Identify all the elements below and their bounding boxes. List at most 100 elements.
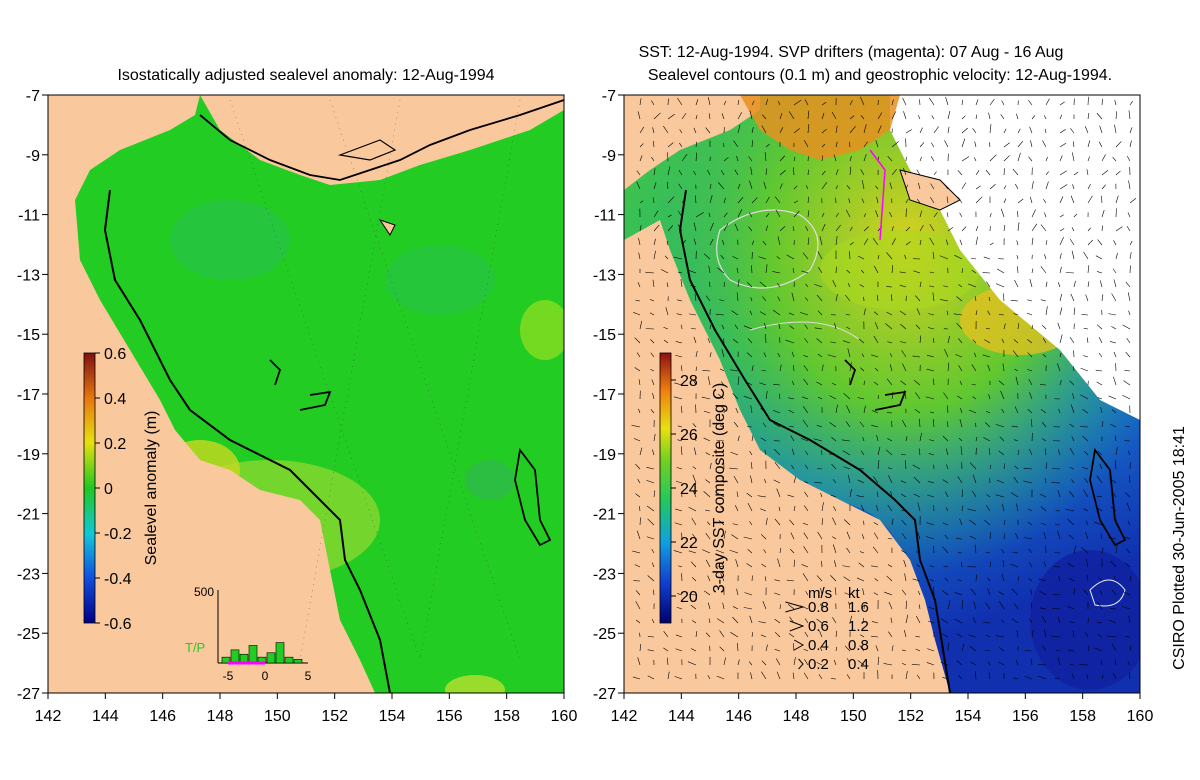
- velocity-vector: [793, 156, 796, 162]
- velocity-vector: [901, 519, 907, 526]
- velocity-vector: [915, 295, 921, 302]
- velocity-vector: [905, 184, 908, 190]
- velocity-vector: [832, 617, 837, 624]
- velocity-vector: [835, 125, 838, 134]
- velocity-vector: [821, 212, 825, 218]
- velocity-vector: [1122, 394, 1131, 400]
- velocity-vector: [716, 675, 725, 680]
- right-ytick-label: -27: [593, 686, 616, 703]
- velocity-vector: [919, 210, 923, 218]
- velocity-vector: [1127, 520, 1131, 526]
- velocity-vector: [792, 226, 795, 232]
- velocity-vector: [667, 671, 670, 680]
- left-ytick-label: -19: [17, 447, 40, 464]
- velocity-vector: [1115, 252, 1118, 260]
- velocity-vector: [635, 493, 641, 498]
- velocity-vector: [681, 239, 687, 246]
- velocity-legend-ms: 0.6: [808, 618, 829, 635]
- velocity-vector: [705, 295, 711, 302]
- velocity-vector: [653, 182, 657, 190]
- velocity-vector: [863, 226, 869, 232]
- velocity-vector: [863, 405, 866, 414]
- velocity-legend-arrow: [793, 639, 805, 651]
- velocity-vector: [1052, 607, 1061, 610]
- velocity-vector: [788, 633, 795, 638]
- velocity-vector: [653, 224, 660, 232]
- velocity-vector: [715, 549, 725, 554]
- velocity-vector: [975, 99, 979, 106]
- velocity-vector: [778, 506, 781, 512]
- velocity-vector: [942, 479, 949, 484]
- velocity-vector: [1124, 370, 1131, 372]
- velocity-vector: [834, 587, 837, 596]
- velocity-vector: [764, 152, 767, 162]
- right-ytick-label: -19: [593, 447, 616, 464]
- velocity-vector: [843, 466, 851, 470]
- velocity-vector: [975, 437, 978, 442]
- right-colorbar-label: 3-day SST composite (deg C): [711, 383, 728, 593]
- velocity-vector: [736, 588, 739, 596]
- velocity-vector: [708, 212, 711, 218]
- velocity-vector: [786, 579, 795, 582]
- velocity-vector: [786, 254, 795, 260]
- velocity-vector: [1072, 152, 1075, 162]
- velocity-vector: [694, 436, 697, 442]
- histogram-bar: [284, 656, 294, 664]
- velocity-vector: [1031, 602, 1033, 610]
- velocity-vector: [1065, 272, 1075, 274]
- velocity-vector: [1013, 439, 1019, 442]
- velocity-legend-ms: 0.8: [808, 599, 829, 616]
- velocity-vector: [734, 324, 739, 330]
- left-title: Isostatically adjusted sealevel anomaly:…: [117, 67, 494, 84]
- velocity-vector: [804, 659, 809, 666]
- velocity-vector: [919, 225, 924, 232]
- velocity-vector: [677, 210, 683, 218]
- velocity-vector: [694, 293, 697, 302]
- velocity-vector: [1017, 128, 1021, 134]
- velocity-vector: [1101, 547, 1104, 554]
- velocity-vector: [1096, 475, 1103, 484]
- velocity-vector: [785, 339, 795, 344]
- velocity-vector: [681, 112, 687, 120]
- velocity-vector: [705, 452, 711, 456]
- velocity-vector: [860, 504, 865, 512]
- velocity-vector: [929, 439, 935, 442]
- velocity-vector: [677, 299, 683, 302]
- velocity-vector: [900, 341, 907, 344]
- velocity-vector: [989, 154, 997, 162]
- velocity-vector: [801, 564, 809, 568]
- velocity-vector: [1067, 562, 1075, 568]
- velocity-vector: [877, 125, 882, 134]
- velocity-vector: [687, 661, 697, 666]
- velocity-vector: [758, 256, 767, 260]
- velocity-legend-ms: 0.4: [808, 637, 829, 654]
- velocity-vector: [734, 169, 739, 176]
- velocity-vector: [1011, 588, 1019, 596]
- velocity-vector: [889, 353, 893, 358]
- velocity-vector: [1129, 140, 1132, 148]
- right-landmass: [624, 220, 950, 693]
- velocity-vector: [1031, 237, 1034, 246]
- velocity-vector: [1003, 520, 1006, 526]
- velocity-vector: [916, 308, 921, 316]
- velocity-vector: [667, 113, 675, 120]
- velocity-vector: [996, 479, 1005, 484]
- velocity-vector: [653, 490, 656, 498]
- velocity-vector: [774, 592, 781, 596]
- velocity-vector: [833, 154, 837, 162]
- velocity-vector: [926, 662, 935, 666]
- velocity-vector: [960, 561, 963, 568]
- velocity-vector: [762, 296, 767, 302]
- velocity-vector: [987, 660, 991, 666]
- velocity-vector: [905, 600, 908, 610]
- velocity-vector: [831, 437, 837, 442]
- velocity-vector: [901, 649, 907, 652]
- velocity-vector: [762, 601, 767, 610]
- velocity-vector: [791, 351, 795, 358]
- inset-histogram-xtick-3: 5: [305, 669, 312, 683]
- velocity-vector: [944, 577, 949, 582]
- velocity-vector: [969, 535, 977, 540]
- velocity-vector: [835, 224, 841, 232]
- velocity-vector: [702, 369, 711, 372]
